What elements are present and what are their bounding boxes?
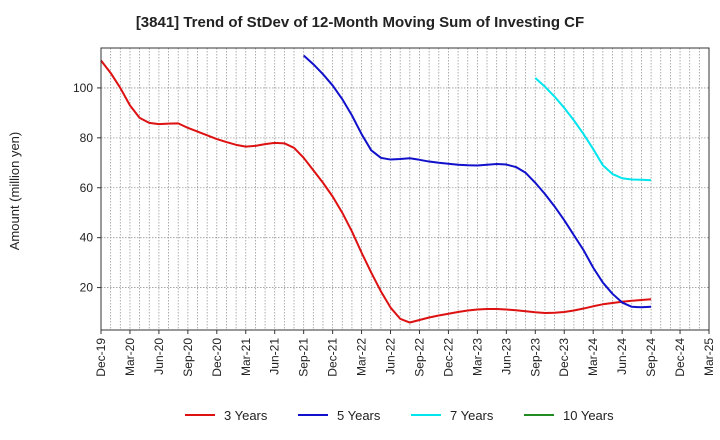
x-tick-label: Sep-24 [644, 338, 658, 377]
series-line-5-years [302, 54, 652, 309]
x-tick-label: Jun-20 [152, 338, 166, 375]
x-tick-label: Jun-24 [615, 338, 629, 375]
x-tick-label: Mar-22 [355, 338, 369, 376]
y-axis-ticks: 20 40 60 80 100 [73, 81, 101, 295]
x-tick-label: Dec-24 [673, 338, 687, 377]
legend-label-3-years: 3 Years [224, 408, 268, 423]
legend: 3 Years 5 Years 7 Years 10 Years [185, 408, 614, 423]
x-tick-label: Mar-24 [586, 338, 600, 376]
x-tick-label: Sep-21 [297, 338, 311, 377]
y-tick-label: 40 [80, 231, 94, 245]
y-tick-label: 60 [80, 181, 94, 195]
x-tick-label: Mar-25 [702, 338, 716, 376]
legend-label-10-years: 10 Years [563, 408, 614, 423]
plot-frame [100, 47, 710, 331]
x-tick-label: Jun-21 [268, 338, 282, 375]
x-tick-label: Sep-23 [528, 338, 542, 377]
x-tick-label: Mar-20 [123, 338, 137, 376]
x-tick-label: Dec-20 [210, 338, 224, 377]
x-tick-label: Sep-22 [412, 338, 426, 377]
series-line-7-years [534, 77, 652, 182]
x-tick-label: Jun-22 [384, 338, 398, 375]
x-tick-label: Dec-22 [441, 338, 455, 377]
y-tick-label: 80 [80, 131, 94, 145]
x-tick-label: Dec-21 [326, 338, 340, 377]
legend-label-7-years: 7 Years [450, 408, 494, 423]
x-tick-label: Dec-19 [94, 338, 108, 377]
x-tick-label: Sep-20 [181, 338, 195, 377]
series-lines [100, 54, 652, 324]
x-axis-ticks: Dec-19 Mar-20 Jun-20 Sep-20 Dec-20 Mar-21 Jun-… [94, 330, 716, 377]
series-line-3-years [100, 59, 652, 324]
chart-title: [3841] Trend of StDev of 12-Month Moving… [135, 14, 585, 31]
y-tick-label: 20 [80, 281, 94, 295]
grid [101, 48, 709, 330]
x-tick-label: Jun-23 [499, 338, 513, 375]
y-tick-label: 100 [73, 81, 93, 95]
x-tick-label: Dec-23 [557, 338, 571, 377]
legend-label-5-years: 5 Years [337, 408, 381, 423]
x-tick-label: Mar-23 [470, 338, 484, 376]
y-axis-label: Amount (million yen) [7, 132, 22, 251]
x-tick-label: Mar-21 [239, 338, 253, 376]
